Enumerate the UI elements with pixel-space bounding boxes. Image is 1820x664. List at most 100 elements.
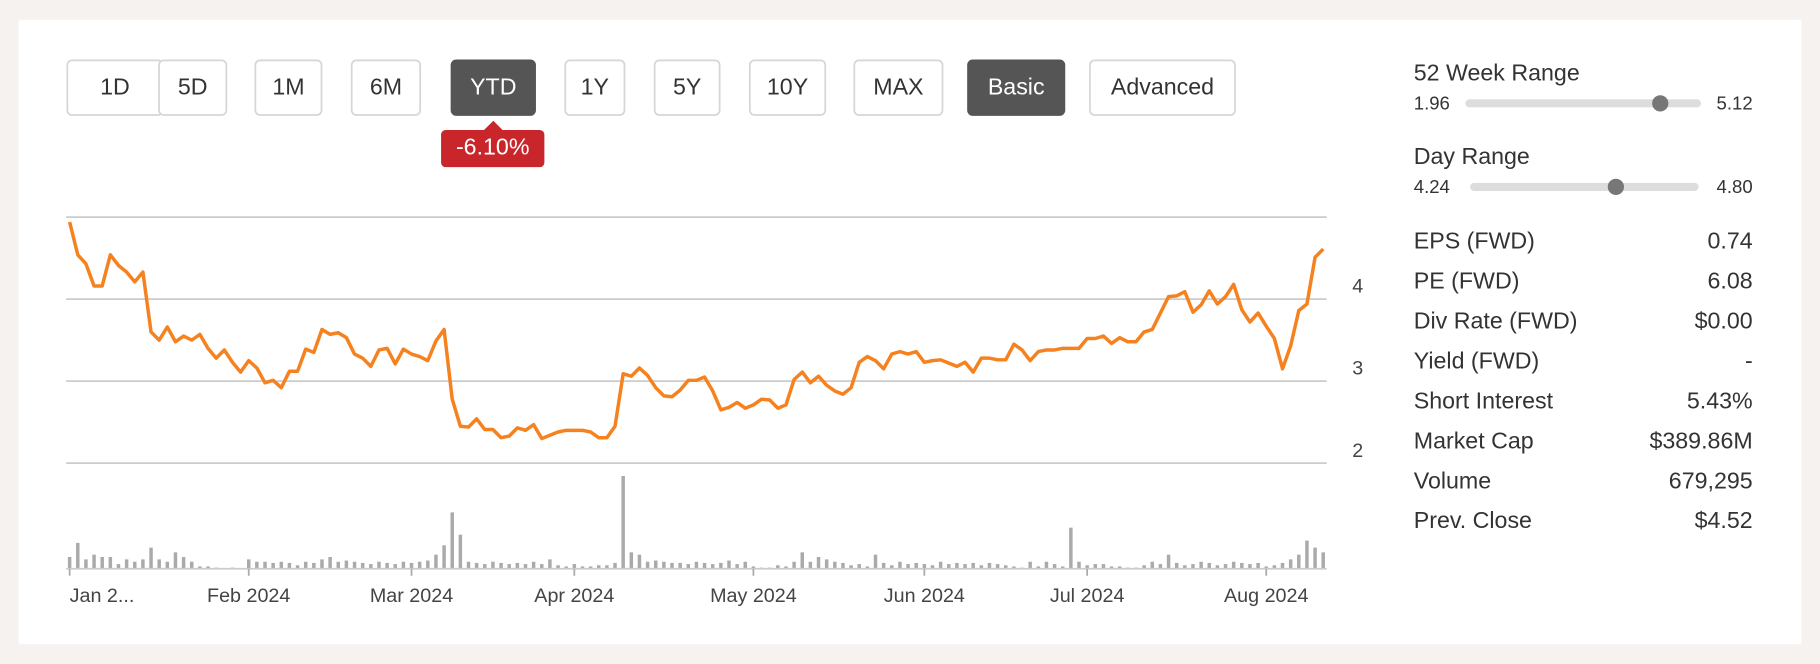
button-label[interactable]: MAX (873, 73, 923, 99)
range-button[interactable] (158, 59, 228, 116)
volume-bar (287, 562, 292, 569)
volume-bar (1183, 565, 1187, 569)
volume-bar (987, 562, 992, 569)
volume-bar (1199, 561, 1203, 569)
volume-bar (76, 542, 80, 569)
button-label[interactable]: 1M (272, 73, 304, 99)
volume-bar (271, 562, 275, 569)
volume-bar (670, 562, 674, 569)
volume-bar (507, 564, 511, 569)
button-label[interactable]: 1D (100, 73, 130, 99)
volume-bar (100, 557, 104, 569)
volume-bar (1207, 562, 1211, 569)
volume-bar (662, 561, 666, 569)
volume-bar (1166, 554, 1171, 569)
volume-bar (1052, 564, 1057, 569)
volume-bar (206, 566, 210, 569)
volume-bar (1109, 566, 1114, 569)
volume-bar (491, 561, 495, 569)
volume-bar (727, 560, 731, 569)
x-tick-label: Aug 2024 (1224, 585, 1308, 607)
volume-bar (531, 561, 536, 569)
volume-bar (417, 561, 422, 569)
volume-bar (1093, 564, 1098, 569)
volume-bar (515, 562, 520, 569)
stat-label: EPS (FWD) (1414, 228, 1535, 254)
volume-bar (556, 565, 560, 569)
y-tick-label: 2 (1352, 440, 1363, 462)
x-tick-label: Jan 2... (70, 585, 135, 607)
stat-value: 5.43% (1687, 387, 1753, 413)
button-label[interactable]: 10Y (767, 73, 808, 99)
range-button[interactable] (564, 59, 626, 116)
range-high: 5.12 (1717, 92, 1753, 113)
x-tick-label: May 2024 (710, 585, 797, 607)
range-button[interactable] (350, 59, 422, 116)
range-button[interactable] (450, 59, 536, 116)
volume-bar (849, 565, 853, 569)
button-label[interactable]: Basic (988, 73, 1045, 99)
range-button[interactable] (254, 59, 323, 116)
range-low: 4.24 (1414, 176, 1450, 197)
volume-bar (328, 557, 332, 569)
volume-bar (808, 561, 813, 569)
range-button[interactable] (653, 59, 721, 116)
range-button[interactable] (967, 59, 1066, 116)
range-high: 4.80 (1717, 176, 1753, 197)
x-tick-label: Jun 2024 (884, 585, 965, 607)
button-label[interactable]: 5D (178, 73, 208, 99)
volume-bar (1215, 565, 1220, 569)
volume-bar (743, 561, 748, 569)
volume-bar (1060, 566, 1065, 569)
volume-bar (149, 547, 153, 569)
volume-bar (1085, 565, 1089, 569)
volume-bar (246, 559, 251, 569)
volume-bar (572, 564, 577, 569)
x-tick-label: Mar 2024 (370, 585, 453, 607)
volume-bar (198, 566, 202, 569)
volume-bar (710, 564, 715, 569)
range-marker (1607, 178, 1625, 196)
range-button[interactable] (748, 59, 827, 116)
volume-bar (881, 562, 886, 569)
volume-bar (930, 565, 935, 569)
volume-bar (637, 554, 642, 569)
volume-bar (580, 566, 585, 569)
volume-bar (426, 560, 430, 569)
stat-label: Volume (1414, 467, 1491, 493)
volume-bar (1142, 565, 1146, 569)
volume-bar (898, 561, 902, 569)
volume-bar (344, 560, 349, 569)
button-label[interactable]: YTD (470, 73, 516, 99)
range-title: Day Range (1414, 143, 1530, 169)
volume-bar (458, 534, 463, 569)
volume-bar (1272, 565, 1277, 569)
x-tick-label: Apr 2024 (534, 585, 614, 607)
range-button[interactable] (853, 59, 944, 116)
range-button[interactable] (1089, 59, 1236, 116)
volume-bar (116, 564, 121, 569)
volume-bar (141, 559, 145, 569)
volume-bar (157, 559, 161, 569)
volume-bar (792, 561, 796, 569)
volume-bar (1313, 547, 1317, 569)
volume-bar (124, 559, 129, 569)
volume-bar (833, 561, 837, 569)
change-badge (441, 130, 545, 168)
volume-bar (434, 554, 438, 569)
button-label[interactable]: 1Y (581, 73, 609, 99)
volume-bar (963, 564, 967, 569)
button-label[interactable]: Advanced (1111, 73, 1214, 99)
volume-bar (1101, 564, 1106, 569)
volume-bar (613, 562, 617, 569)
stat-value: $389.86M (1649, 427, 1752, 453)
button-label[interactable]: 5Y (673, 73, 701, 99)
volume-bar (979, 565, 984, 569)
volume-bar (352, 561, 357, 569)
volume-bar (67, 557, 72, 569)
volume-bar (1240, 562, 1244, 569)
volume-bar (686, 564, 691, 569)
button-label[interactable]: 6M (370, 73, 402, 99)
volume-bar (133, 561, 137, 569)
